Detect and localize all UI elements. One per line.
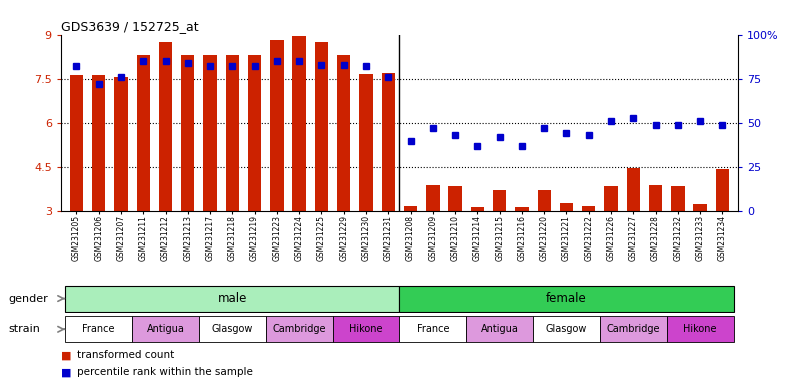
Bar bbox=[404, 206, 417, 211]
Bar bbox=[672, 186, 684, 211]
Bar bbox=[600, 316, 667, 342]
Bar bbox=[470, 207, 484, 211]
Bar bbox=[515, 207, 529, 211]
Bar bbox=[248, 55, 261, 211]
Text: transformed count: transformed count bbox=[77, 350, 174, 360]
Text: France: France bbox=[417, 324, 449, 334]
Text: ■: ■ bbox=[61, 367, 71, 377]
Bar bbox=[716, 169, 729, 211]
Bar bbox=[199, 316, 266, 342]
Text: gender: gender bbox=[8, 293, 48, 304]
Text: France: France bbox=[83, 324, 115, 334]
Text: percentile rank within the sample: percentile rank within the sample bbox=[77, 367, 253, 377]
Text: Glasgow: Glasgow bbox=[212, 324, 253, 334]
Bar bbox=[65, 316, 132, 342]
Bar bbox=[114, 77, 127, 211]
Text: Cambridge: Cambridge bbox=[272, 324, 326, 334]
Bar bbox=[337, 55, 350, 211]
Bar bbox=[136, 55, 150, 211]
Bar bbox=[426, 185, 440, 211]
Text: strain: strain bbox=[8, 324, 40, 334]
Bar bbox=[333, 316, 399, 342]
Text: Hikone: Hikone bbox=[350, 324, 383, 334]
Text: ■: ■ bbox=[61, 350, 71, 360]
Bar bbox=[65, 286, 399, 311]
Text: female: female bbox=[546, 292, 587, 305]
Text: Antigua: Antigua bbox=[147, 324, 184, 334]
Bar bbox=[667, 316, 734, 342]
Bar bbox=[493, 190, 506, 211]
Bar bbox=[92, 75, 105, 211]
Bar bbox=[693, 204, 707, 211]
Bar bbox=[132, 316, 199, 342]
Bar bbox=[359, 74, 373, 211]
Text: Glasgow: Glasgow bbox=[546, 324, 587, 334]
Bar bbox=[466, 316, 533, 342]
Bar bbox=[627, 168, 640, 211]
Text: male: male bbox=[217, 292, 247, 305]
Bar bbox=[582, 206, 595, 211]
Text: Hikone: Hikone bbox=[684, 324, 717, 334]
Text: Cambridge: Cambridge bbox=[607, 324, 660, 334]
Bar bbox=[225, 55, 239, 211]
Bar bbox=[315, 42, 328, 211]
Bar bbox=[270, 40, 284, 211]
Bar bbox=[399, 286, 734, 311]
Bar bbox=[399, 316, 466, 342]
Bar bbox=[533, 316, 600, 342]
Bar bbox=[181, 55, 195, 211]
Bar bbox=[560, 203, 573, 211]
Bar bbox=[538, 190, 551, 211]
Bar bbox=[293, 36, 306, 211]
Bar bbox=[204, 55, 217, 211]
Bar bbox=[448, 186, 461, 211]
Bar bbox=[604, 186, 618, 211]
Bar bbox=[649, 185, 663, 211]
Bar bbox=[70, 75, 83, 211]
Text: Antigua: Antigua bbox=[481, 324, 518, 334]
Bar bbox=[382, 73, 395, 211]
Bar bbox=[159, 42, 172, 211]
Text: GDS3639 / 152725_at: GDS3639 / 152725_at bbox=[61, 20, 199, 33]
Bar bbox=[266, 316, 333, 342]
